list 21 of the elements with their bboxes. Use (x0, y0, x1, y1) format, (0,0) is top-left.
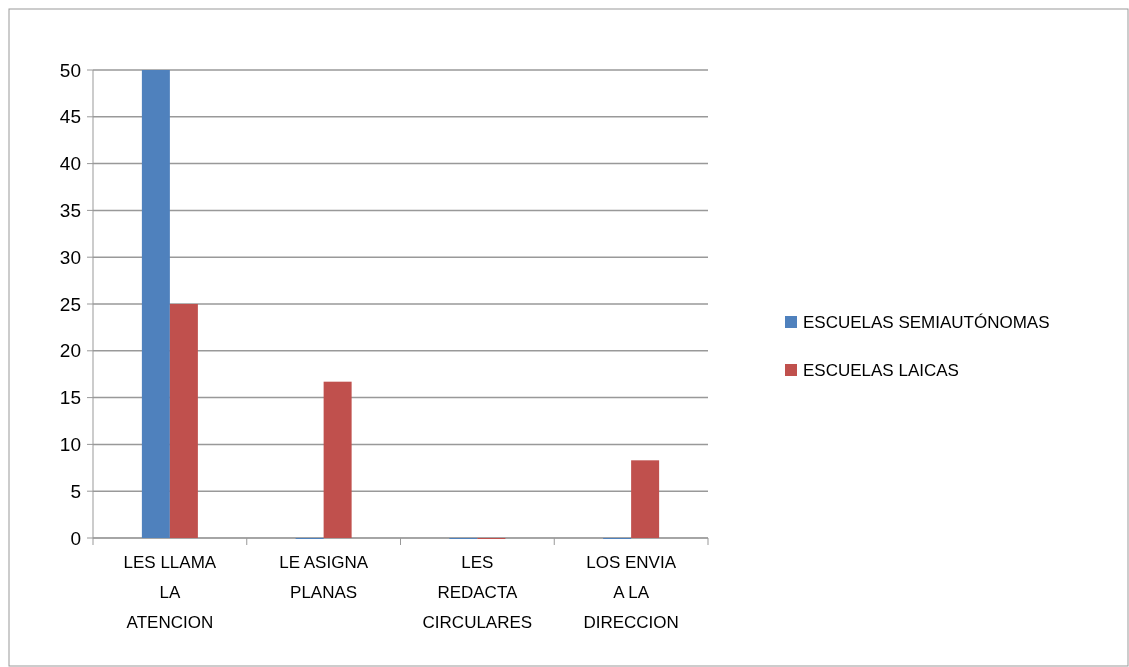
y-tick-label: 30 (59, 246, 81, 268)
bar (169, 304, 198, 538)
y-tick-label: 45 (59, 106, 81, 128)
legend-label: ESCUELAS LAICAS (803, 360, 959, 380)
y-tick-label: 5 (70, 480, 81, 502)
x-tick-label: LOS ENVIA A LA DIRECCION (583, 553, 679, 632)
y-tick-label: 35 (59, 200, 81, 222)
y-tick-label: 10 (59, 434, 81, 456)
x-tick-label: LES LLAMA LA ATENCION (123, 553, 217, 632)
legend-label: ESCUELAS SEMIAUTÓNOMAS (803, 312, 1050, 332)
y-tick-label: 25 (59, 293, 81, 315)
bar (141, 70, 170, 538)
y-tick-label: 40 (59, 153, 81, 175)
y-tick-label: 0 (70, 527, 81, 549)
bar (631, 460, 660, 538)
x-tick-label: LE ASIGNA PLANAS (279, 553, 369, 602)
x-tick-label: LES REDACTA CIRCULARES (422, 553, 533, 632)
y-tick-label: 50 (59, 59, 81, 81)
y-tick-label: 15 (59, 387, 81, 409)
y-tick-label: 20 (59, 340, 81, 362)
bar (323, 381, 352, 538)
